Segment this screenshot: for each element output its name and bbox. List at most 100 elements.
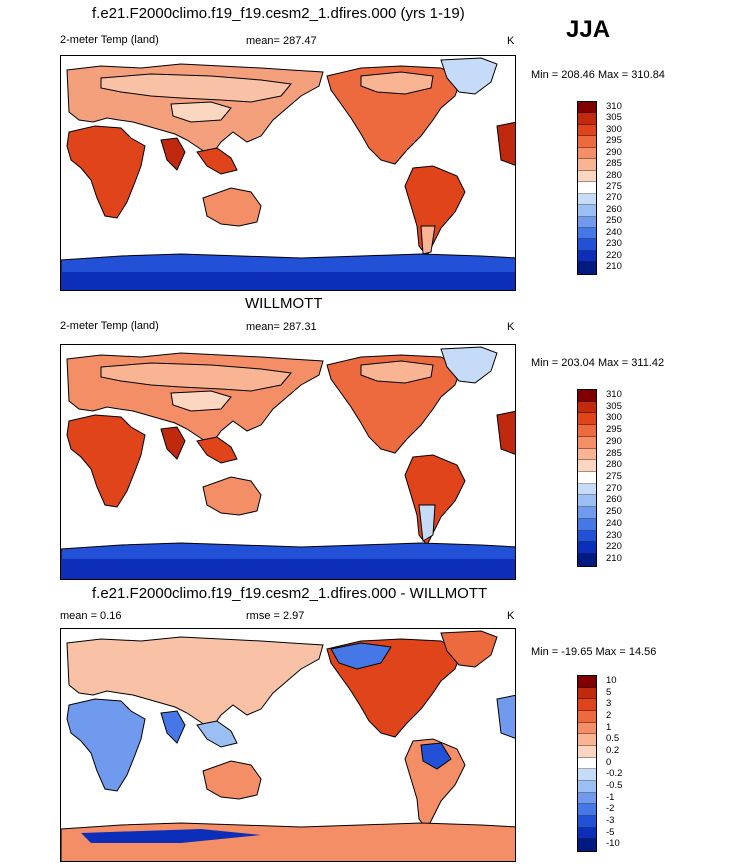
colorbar-swatch xyxy=(578,227,596,240)
colorbar-label: -10 xyxy=(606,838,620,850)
colorbar-swatch xyxy=(578,448,596,461)
panel2-field-label: 2-meter Temp (land) xyxy=(60,320,159,332)
colorbar-swatch xyxy=(578,147,596,160)
panel1-title: f.e21.F2000climo.f19_f19.cesm2_1.dfires.… xyxy=(92,5,465,22)
colorbar-label: 10 xyxy=(606,674,617,686)
colorbar-label: 260 xyxy=(606,494,622,506)
panel3-map xyxy=(60,628,516,862)
colorbar-label: 230 xyxy=(606,529,622,541)
panel3-rmse: rmse = 2.97 xyxy=(246,610,305,622)
panel3-units: K xyxy=(507,610,515,622)
colorbar-swatch xyxy=(578,413,596,426)
colorbar-label: 230 xyxy=(606,238,622,250)
colorbar-swatch xyxy=(578,483,596,496)
colorbar-label: -1 xyxy=(606,791,615,803)
colorbar-label: 310 xyxy=(606,388,622,400)
colorbar-label: -5 xyxy=(606,826,615,838)
colorbar-label: 275 xyxy=(606,181,622,192)
colorbar-label: 0.5 xyxy=(606,733,620,745)
panel1-minmax: Min = 208.46 Max = 310.84 xyxy=(531,69,665,81)
panel1-map-svg xyxy=(61,57,515,290)
colorbar-swatch xyxy=(578,530,596,543)
colorbar-label: 305 xyxy=(606,112,622,124)
colorbar-label: 1 xyxy=(606,721,612,733)
panel3-mean: mean = 0.16 xyxy=(60,610,122,622)
colorbar-label: -0.5 xyxy=(606,779,623,791)
colorbar-label: 250 xyxy=(606,506,622,518)
colorbar-swatch xyxy=(578,205,596,217)
colorbar-label: 0 xyxy=(606,756,612,768)
colorbar-swatch xyxy=(578,182,596,194)
colorbar-swatch xyxy=(578,425,596,437)
colorbar-swatch xyxy=(578,216,596,228)
colorbar-label: 290 xyxy=(606,146,622,158)
colorbar-swatch xyxy=(578,472,596,484)
colorbar-label: 300 xyxy=(606,412,622,424)
colorbar-label: 270 xyxy=(606,482,622,494)
panel3-colorbar xyxy=(577,675,597,852)
colorbar-label: 250 xyxy=(606,215,622,227)
panel2-colorbar xyxy=(577,389,597,567)
colorbar-label: 270 xyxy=(606,192,622,204)
colorbar-label: 280 xyxy=(606,459,622,471)
colorbar-label: 285 xyxy=(606,447,622,459)
colorbar-swatch xyxy=(578,722,596,735)
colorbar-swatch xyxy=(578,136,596,148)
panel2-map xyxy=(60,344,516,580)
colorbar-swatch xyxy=(578,769,596,781)
colorbar-label: 290 xyxy=(606,435,622,447)
colorbar-label: 295 xyxy=(606,424,622,436)
colorbar-swatch xyxy=(578,507,596,519)
colorbar-swatch xyxy=(578,815,596,828)
colorbar-label: 305 xyxy=(606,400,622,412)
colorbar-label: -0.2 xyxy=(606,768,623,780)
panel3-title: f.e21.F2000climo.f19_f19.cesm2_1.dfires.… xyxy=(92,585,488,602)
colorbar-swatch xyxy=(578,676,596,688)
colorbar-swatch xyxy=(578,554,596,566)
colorbar-swatch xyxy=(578,113,596,125)
colorbar-swatch xyxy=(578,542,596,555)
colorbar-label: 310 xyxy=(606,100,622,112)
colorbar-label: 3 xyxy=(606,698,612,710)
colorbar-swatch xyxy=(578,827,596,840)
colorbar-swatch xyxy=(578,804,596,816)
colorbar-swatch xyxy=(578,699,596,711)
panel1-colorbar xyxy=(577,101,597,275)
season-label: JJA xyxy=(566,16,611,43)
panel1-mean: mean= 287.47 xyxy=(246,35,317,47)
panel2-title: WILLMOTT xyxy=(245,295,323,312)
panel2-units: K xyxy=(507,321,515,333)
colorbar-label: 0.2 xyxy=(606,744,620,756)
colorbar-swatch xyxy=(578,734,596,746)
colorbar-swatch xyxy=(578,390,596,402)
colorbar-swatch xyxy=(578,193,596,206)
colorbar-label: 240 xyxy=(606,226,622,238)
colorbar-swatch xyxy=(578,401,596,414)
panel1-map xyxy=(60,55,516,291)
panel2-minmax: Min = 203.04 Max = 311.42 xyxy=(531,357,665,369)
colorbar-label: 2 xyxy=(606,709,612,721)
colorbar-swatch xyxy=(578,250,596,263)
colorbar-swatch xyxy=(578,687,596,700)
colorbar-swatch xyxy=(578,436,596,449)
panel1-units: K xyxy=(507,35,515,47)
colorbar-label: 295 xyxy=(606,135,622,147)
colorbar-label: 260 xyxy=(606,203,622,215)
colorbar-swatch xyxy=(578,102,596,114)
colorbar-label: -3 xyxy=(606,814,615,826)
colorbar-label: 220 xyxy=(606,541,622,553)
colorbar-label: -2 xyxy=(606,803,615,815)
colorbar-swatch xyxy=(578,792,596,805)
colorbar-swatch xyxy=(578,239,596,251)
colorbar-swatch xyxy=(578,780,596,793)
colorbar-swatch xyxy=(578,710,596,723)
colorbar-swatch xyxy=(578,495,596,508)
colorbar-label: 240 xyxy=(606,517,622,529)
colorbar-swatch xyxy=(578,757,596,770)
colorbar-swatch xyxy=(578,460,596,473)
panel2-mean: mean= 287.31 xyxy=(246,321,317,333)
colorbar-swatch xyxy=(578,170,596,183)
panel3-map-svg xyxy=(61,630,515,861)
colorbar-label: 300 xyxy=(606,123,622,135)
colorbar-label: 280 xyxy=(606,169,622,181)
